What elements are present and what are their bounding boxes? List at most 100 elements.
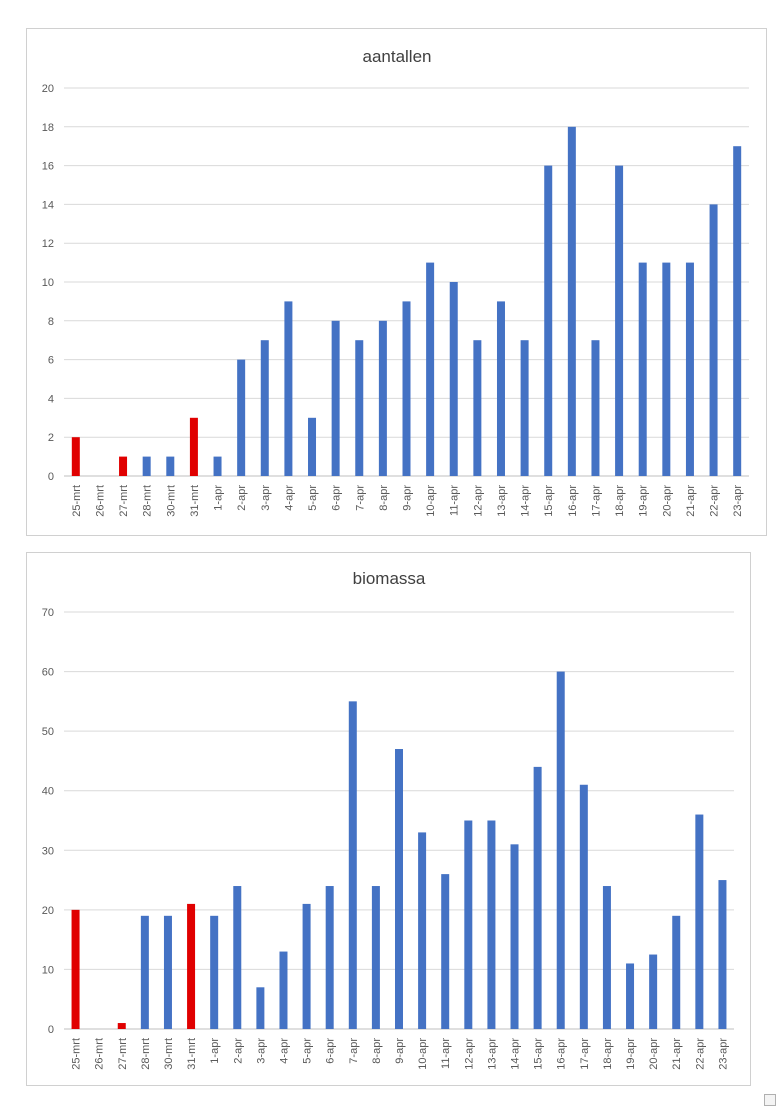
x-tick-label: 28-mrt	[140, 1038, 152, 1070]
y-tick-label: 30	[42, 845, 54, 857]
x-tick-label: 14-apr	[510, 1038, 522, 1070]
bar-25-mrt	[71, 909, 80, 1029]
x-tick-label: 12-apr	[463, 1038, 475, 1070]
x-tick-label: 17-apr	[579, 1038, 591, 1070]
bar-3-apr	[256, 987, 265, 1029]
x-tick-label: 5-apr	[302, 1038, 314, 1064]
bar-23-apr	[733, 146, 742, 476]
bar-18-apr	[615, 165, 624, 476]
x-tick-label: 6-apr	[331, 485, 343, 511]
y-tick-label: 0	[48, 471, 54, 483]
bar-15-apr	[544, 165, 553, 476]
x-tick-label: 17-apr	[590, 485, 602, 517]
x-tick-label: 1-apr	[209, 1038, 221, 1064]
x-tick-label: 27-mrt	[118, 485, 130, 517]
x-tick-label: 9-apr	[402, 485, 414, 511]
bar-23-apr	[718, 880, 727, 1029]
x-tick-label: 23-apr	[732, 485, 744, 517]
bar-19-apr	[638, 262, 647, 476]
x-tick-label: 26-mrt	[94, 1038, 106, 1070]
bar-20-apr	[649, 954, 658, 1029]
x-tick-label: 31-mrt	[189, 485, 201, 517]
bar-27-mrt	[117, 1023, 126, 1029]
bar-1-apr	[213, 456, 222, 476]
aantallen-chart-svg: aantallen 0 2 4 6 8 10 12 14 16 18 20 25-mrt 26-mrt 2…	[42, 47, 749, 517]
bar-15-apr	[533, 766, 542, 1029]
y-tick-label: 40	[42, 786, 54, 798]
x-tick-label: 18-apr	[614, 485, 626, 517]
bar-31-mrt	[189, 417, 198, 476]
y-tick-label: 60	[42, 667, 54, 679]
bar-19-apr	[626, 963, 635, 1029]
bar-7-apr	[348, 701, 357, 1029]
x-tick-label: 2-apr	[232, 1038, 244, 1064]
bar-11-apr	[449, 282, 458, 476]
bar-13-apr	[487, 820, 496, 1029]
bar-22-apr	[709, 204, 718, 476]
bar-14-apr	[510, 844, 519, 1029]
x-tick-label: 20-apr	[661, 485, 673, 517]
x-tick-label: 28-mrt	[142, 485, 154, 517]
bar-9-apr	[395, 749, 403, 1029]
bar-5-apr	[302, 903, 311, 1029]
x-tick-label: 9-apr	[394, 1038, 406, 1064]
x-tick-label: 3-apr	[260, 485, 272, 511]
x-tick-label: 3-apr	[255, 1038, 267, 1064]
y-tick-label: 12	[42, 238, 54, 250]
x-tick-label: 10-apr	[425, 485, 437, 517]
bar-9-apr	[402, 301, 411, 476]
bar-8-apr	[378, 320, 387, 476]
bar-25-mrt	[71, 437, 80, 476]
x-tick-label: 13-apr	[486, 1038, 498, 1070]
bar-17-apr	[591, 340, 600, 476]
x-tick-label: 11-apr	[449, 485, 461, 516]
bar-13-apr	[496, 301, 505, 476]
bar-6-apr	[325, 886, 334, 1029]
y-tick-label: 70	[42, 607, 54, 619]
bar-6-apr	[331, 320, 340, 476]
x-tick-label: 15-apr	[543, 485, 555, 517]
x-tick-label: 23-apr	[717, 1038, 729, 1070]
x-tick-label: 4-apr	[278, 1038, 290, 1064]
bar-28-mrt	[140, 915, 149, 1029]
x-tick-label: 7-apr	[354, 485, 366, 511]
bar-2-apr	[233, 886, 242, 1029]
bar-4-apr	[279, 951, 288, 1029]
x-tick-label: 8-apr	[371, 1038, 383, 1064]
bar-10-apr	[418, 832, 427, 1029]
x-tick-label: 21-apr	[685, 485, 697, 517]
y-tick-label: 16	[42, 161, 54, 173]
bar-30-mrt	[163, 915, 172, 1029]
bar-3-apr	[260, 340, 269, 476]
bar-7-apr	[355, 340, 364, 476]
x-tick-label: 2-apr	[236, 485, 248, 511]
biomassa-chart-svg: biomassa 0 10 20 30 40 50 60 70 25-mrt 26-mrt 27-m…	[42, 569, 734, 1070]
x-tick-label: 25-mrt	[71, 1038, 83, 1070]
bar-21-apr	[685, 262, 694, 476]
x-tick-label: 19-apr	[638, 485, 650, 517]
y-tick-label: 8	[48, 316, 54, 328]
bar-21-apr	[672, 915, 681, 1029]
x-tick-label: 16-apr	[556, 1038, 568, 1070]
x-tick-label: 14-apr	[520, 485, 532, 517]
chart-title: aantallen	[362, 47, 431, 66]
x-tick-label: 15-apr	[533, 1038, 545, 1070]
bar-8-apr	[371, 886, 380, 1029]
x-tick-label: 20-apr	[648, 1038, 660, 1070]
y-tick-label: 0	[48, 1024, 54, 1036]
x-tick-label: 19-apr	[625, 1038, 637, 1070]
x-tick-label: 21-apr	[671, 1038, 683, 1070]
bar-28-mrt	[142, 456, 151, 476]
bar-18-apr	[602, 886, 611, 1029]
x-tick-label: 7-apr	[348, 1038, 360, 1064]
y-tick-label: 20	[42, 905, 54, 917]
bar-2-apr	[237, 359, 246, 476]
bar-5-apr	[308, 417, 317, 476]
chart-aantallen: aantallen 0 2 4 6 8 10 12 14 16 18 20 25-mrt 26-mrt 2…	[26, 28, 767, 536]
x-tick-label: 30-mrt	[165, 485, 177, 517]
x-tick-label: 27-mrt	[117, 1038, 129, 1070]
x-tick-label: 12-apr	[472, 485, 484, 517]
y-tick-label: 10	[42, 964, 54, 976]
bar-22-apr	[695, 814, 704, 1029]
bar-31-mrt	[187, 903, 196, 1029]
